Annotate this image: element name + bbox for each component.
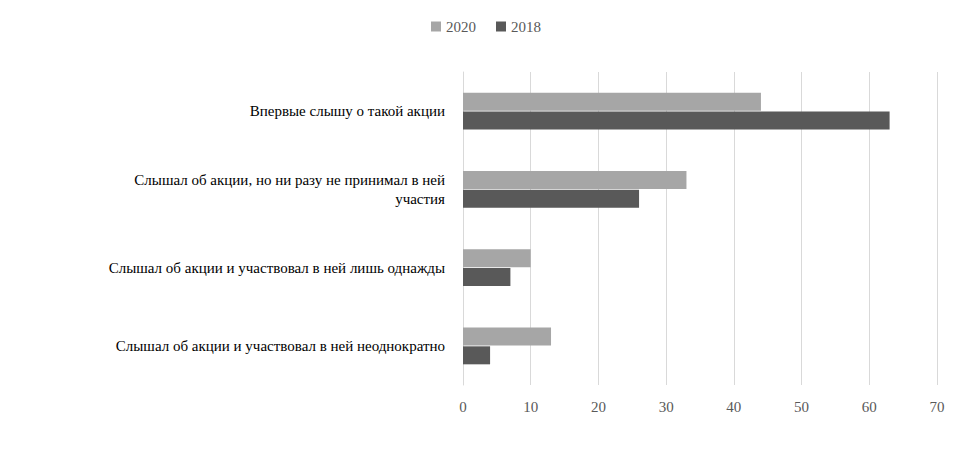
svg-text:Слышал об акции и участвовал в: Слышал об акции и участвовал в ней лишь … <box>109 260 445 276</box>
svg-text:Слышал об акции, но ни разу не: Слышал об акции, но ни разу не принимал … <box>134 172 445 188</box>
svg-text:участия: участия <box>395 191 445 207</box>
svg-text:60: 60 <box>862 399 877 415</box>
svg-text:0: 0 <box>459 399 467 415</box>
svg-text:2020: 2020 <box>446 19 476 35</box>
svg-text:20: 20 <box>591 399 606 415</box>
svg-text:Впервые слышу о такой акции: Впервые слышу о такой акции <box>250 103 445 119</box>
svg-text:10: 10 <box>523 399 538 415</box>
svg-text:30: 30 <box>659 399 674 415</box>
svg-text:70: 70 <box>930 399 945 415</box>
svg-text:40: 40 <box>726 399 741 415</box>
svg-text:2018: 2018 <box>511 19 541 35</box>
svg-text:50: 50 <box>794 399 809 415</box>
svg-text:Слышал об акции и участвовал в: Слышал об акции и участвовал в ней неодн… <box>116 338 445 354</box>
